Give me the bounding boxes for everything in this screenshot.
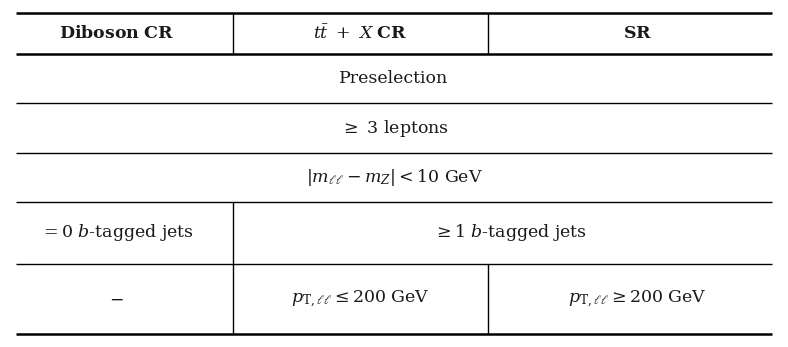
- Text: $\mathbf{SR}$: $\mathbf{SR}$: [623, 25, 652, 42]
- Text: $\geq$ 3 leptons: $\geq$ 3 leptons: [340, 118, 448, 138]
- Text: Preselection: Preselection: [340, 70, 448, 87]
- Text: $p_{\mathrm{T},\ell\ell} \leq 200$ GeV: $p_{\mathrm{T},\ell\ell} \leq 200$ GeV: [292, 289, 430, 310]
- Text: $p_{\mathrm{T},\ell\ell} \geq 200$ GeV: $p_{\mathrm{T},\ell\ell} \geq 200$ GeV: [568, 289, 707, 310]
- Text: $t\bar{t}$$\ +\ X$ $\mathbf{CR}$: $t\bar{t}$$\ +\ X$ $\mathbf{CR}$: [314, 24, 408, 43]
- Text: $\geq 1\ b$-tagged jets: $\geq 1\ b$-tagged jets: [433, 222, 587, 244]
- Text: $\mathbf{Diboson\ CR}$: $\mathbf{Diboson\ CR}$: [59, 25, 174, 42]
- Text: $-$: $-$: [110, 291, 124, 308]
- Text: $= 0\ b$-tagged jets: $= 0\ b$-tagged jets: [39, 222, 194, 244]
- Text: $|m_{\ell\ell} - m_Z| < 10$ GeV: $|m_{\ell\ell} - m_Z| < 10$ GeV: [306, 167, 482, 188]
